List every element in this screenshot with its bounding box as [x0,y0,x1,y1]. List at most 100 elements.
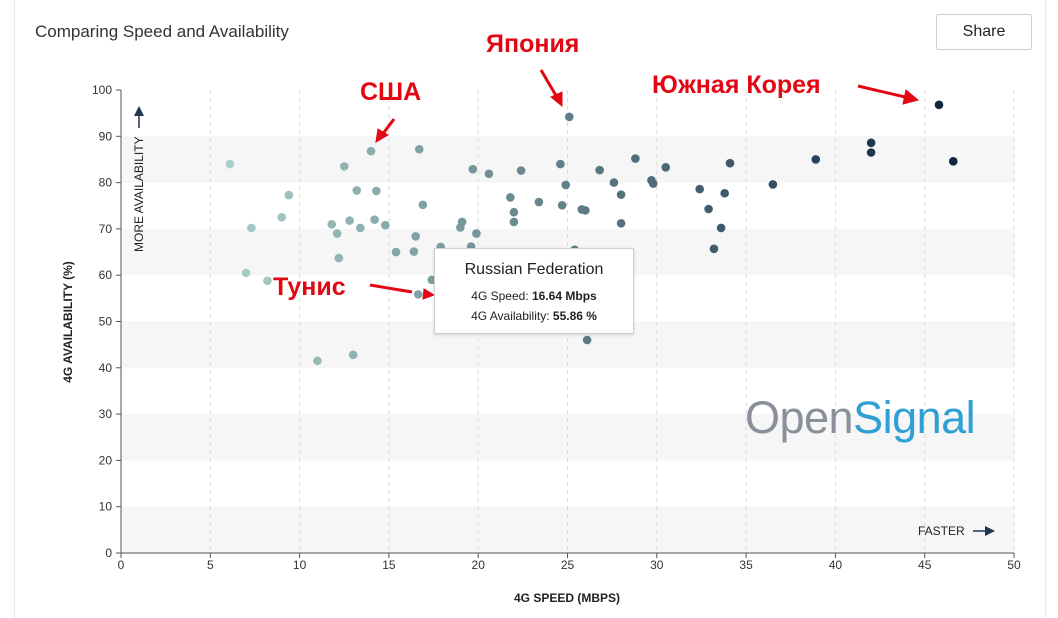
data-point [225,159,235,169]
data-point [811,155,821,164]
grid-band [121,136,1014,183]
data-point [370,215,379,224]
data-point [631,154,640,163]
faster-hint: FASTER [918,524,995,538]
data-point [366,146,376,156]
y-tick-label: 50 [99,315,113,329]
data-point [409,247,419,256]
x-tick-label: 25 [561,558,575,572]
tooltip-country: Russian Federation [464,261,604,278]
tooltip-availability-row: 4G Availability: 55.86 % [435,309,633,323]
data-point [557,200,567,210]
y-tick-label: 40 [99,361,113,375]
y-tick-label: 30 [99,407,113,421]
data-point [372,186,381,196]
x-axis-label: 4G SPEED (MBPS) [514,591,620,605]
x-tick-label: 30 [650,558,664,572]
y-tick-labels: 0 10 20 30 40 50 60 70 80 90 100 [92,83,121,560]
data-point [595,165,604,175]
tooltip-speed-row: 4G Speed: 16.64 Mbps [435,289,633,303]
data-point [313,356,322,366]
data-point [391,247,401,257]
data-point [720,188,729,198]
data-point [709,244,719,254]
data-point [472,229,481,238]
annotation-usa: США [360,78,421,106]
data-point [414,144,424,154]
data-point [339,162,349,171]
data-point [648,179,658,188]
data-point [418,200,428,210]
data-point [609,178,619,187]
data-point [348,350,358,360]
data-point [411,232,420,241]
up-arrow-icon [134,106,144,116]
x-tick-label: 10 [293,558,307,572]
data-point [934,100,944,110]
data-point [468,164,478,174]
faster-label: FASTER [918,524,965,538]
x-tick-label: 0 [118,558,125,572]
data-point [413,290,423,299]
opensignal-logo: OpenSignal [745,392,976,444]
annotation-tunisia: Тунис [273,273,346,301]
y-tick-label: 100 [92,83,112,97]
vertical-gridlines [209,90,1015,553]
x-tick-label: 45 [918,558,932,572]
more-availability-label: MORE AVAILABILITY [132,136,146,252]
x-tick-label: 35 [739,558,753,572]
data-point [556,159,565,169]
availability-hint: MORE AVAILABILITY [132,106,146,252]
data-point [327,219,337,229]
data-point [582,335,592,345]
data-point [263,276,272,286]
data-point [381,220,390,230]
data-point [345,216,354,225]
data-point [704,204,713,214]
data-point [561,180,571,190]
data-point [616,190,626,199]
data-point [509,217,519,227]
chart-title: Comparing Speed and Availability [35,22,289,41]
data-point [564,112,574,122]
x-tick-label: 40 [829,558,843,572]
annotation-south-korea: Южная Корея [652,71,821,99]
data-point [616,219,626,228]
y-tick-label: 20 [99,453,113,467]
annotation-arrows [369,69,920,300]
data-point [334,253,344,263]
tooltip-speed-value: 16.64 Mbps [532,289,597,303]
x-tick-label: 50 [1007,558,1021,572]
data-tooltip: Russian Federation 4G Speed: 16.64 Mbps … [434,248,634,334]
data-point [457,217,467,227]
data-point [948,157,958,166]
y-tick-label: 0 [105,546,112,560]
annotation-japan: Япония [486,30,579,58]
x-tick-label: 20 [472,558,486,572]
data-point [284,190,294,200]
data-point [716,223,726,233]
tunisia-arrow-icon [369,283,413,294]
data-point [332,229,342,238]
share-button[interactable]: Share [936,14,1032,50]
data-point [506,193,515,202]
korea-arrow-icon [857,84,906,99]
data-point [866,138,876,148]
data-point [725,158,735,168]
right-arrow-icon [985,526,995,536]
logo-part-open: Open [745,392,854,443]
data-point [661,163,671,172]
data-points [225,100,958,366]
data-point [866,148,876,157]
data-point [247,223,256,233]
y-tick-label: 80 [99,176,113,190]
data-point [356,223,365,233]
y-axis-label: 4G AVAILABILITY (%) [61,261,75,383]
x-tick-labels: 0 5 10 15 20 25 30 35 40 45 50 [118,553,1021,572]
logo-part-signal: Signal [853,392,976,443]
tooltip-speed-label: 4G Speed: [471,289,532,303]
data-point [534,197,544,207]
x-tick-label: 5 [207,558,214,572]
data-point [516,166,526,175]
japan-arrow-icon [539,69,560,100]
